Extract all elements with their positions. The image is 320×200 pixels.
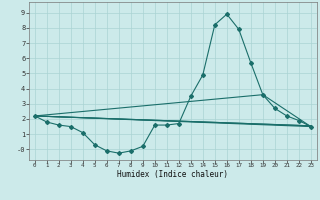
- X-axis label: Humidex (Indice chaleur): Humidex (Indice chaleur): [117, 170, 228, 179]
